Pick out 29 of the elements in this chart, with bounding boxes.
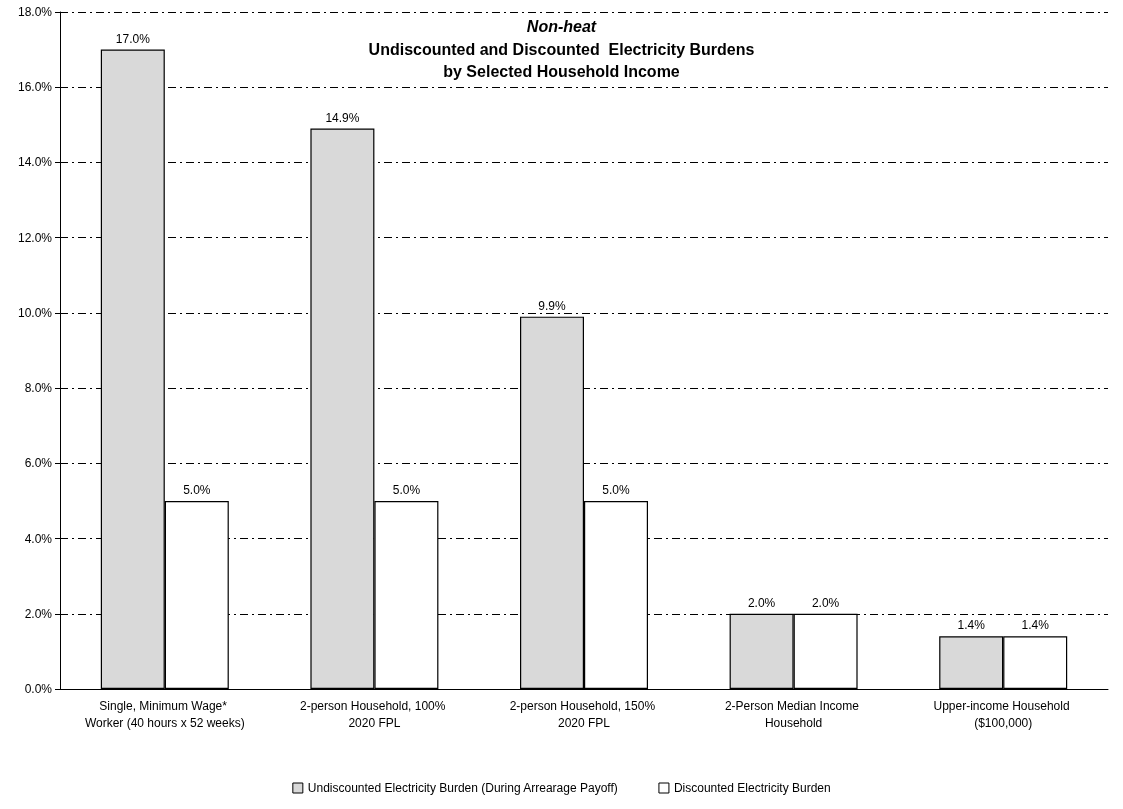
y-tick-label: 18.0% xyxy=(17,5,53,19)
data-label: 5.0% xyxy=(183,482,211,497)
x-tick-label: Single, Minimum Wage* Worker (40 hours x 52 weeks) xyxy=(84,698,245,730)
x-tick-label: 2-person Household, 150% 2020 FPL xyxy=(509,698,659,730)
legend-label: Undiscounted Electricity Burden (During Arrearage Payoff) xyxy=(307,781,618,795)
legend-label: Discounted Electricity Burden xyxy=(673,781,831,795)
y-tick-label: 14.0% xyxy=(17,155,53,170)
data-label: 17.0% xyxy=(115,31,151,46)
data-label: 1.4% xyxy=(1021,618,1050,633)
data-label: 2.0% xyxy=(747,595,776,610)
y-tick-label: 0.0% xyxy=(24,682,53,696)
data-label: 1.4% xyxy=(957,618,986,633)
text: Undiscounted and Discounted Electricity Burdens by Selected Household Income xyxy=(368,40,755,80)
data-label: 2.0% xyxy=(811,595,840,610)
y-tick-label: 4.0% xyxy=(24,531,53,546)
x-tick-label: Upper-income Household ($100,000) xyxy=(933,698,1073,730)
y-tick-label: 8.0% xyxy=(24,381,53,396)
y-tick-label: 10.0% xyxy=(17,305,53,320)
data-label: 14.9% xyxy=(325,110,360,125)
y-tick-label: 16.0% xyxy=(17,80,53,95)
y-tick-label: 2.0% xyxy=(24,606,53,621)
data-label: 5.0% xyxy=(602,482,630,497)
data-label: 5.0% xyxy=(392,482,421,497)
x-tick-label: 2-Person Median Income Household xyxy=(724,698,863,730)
chart-title: Non-heat xyxy=(526,17,597,35)
x-tick-label: 2-person Household, 100% 2020 FPL xyxy=(300,698,449,730)
y-tick-label: 6.0% xyxy=(24,456,53,471)
y-tick-label: 12.0% xyxy=(17,230,53,245)
data-label: 9.9% xyxy=(538,298,566,313)
